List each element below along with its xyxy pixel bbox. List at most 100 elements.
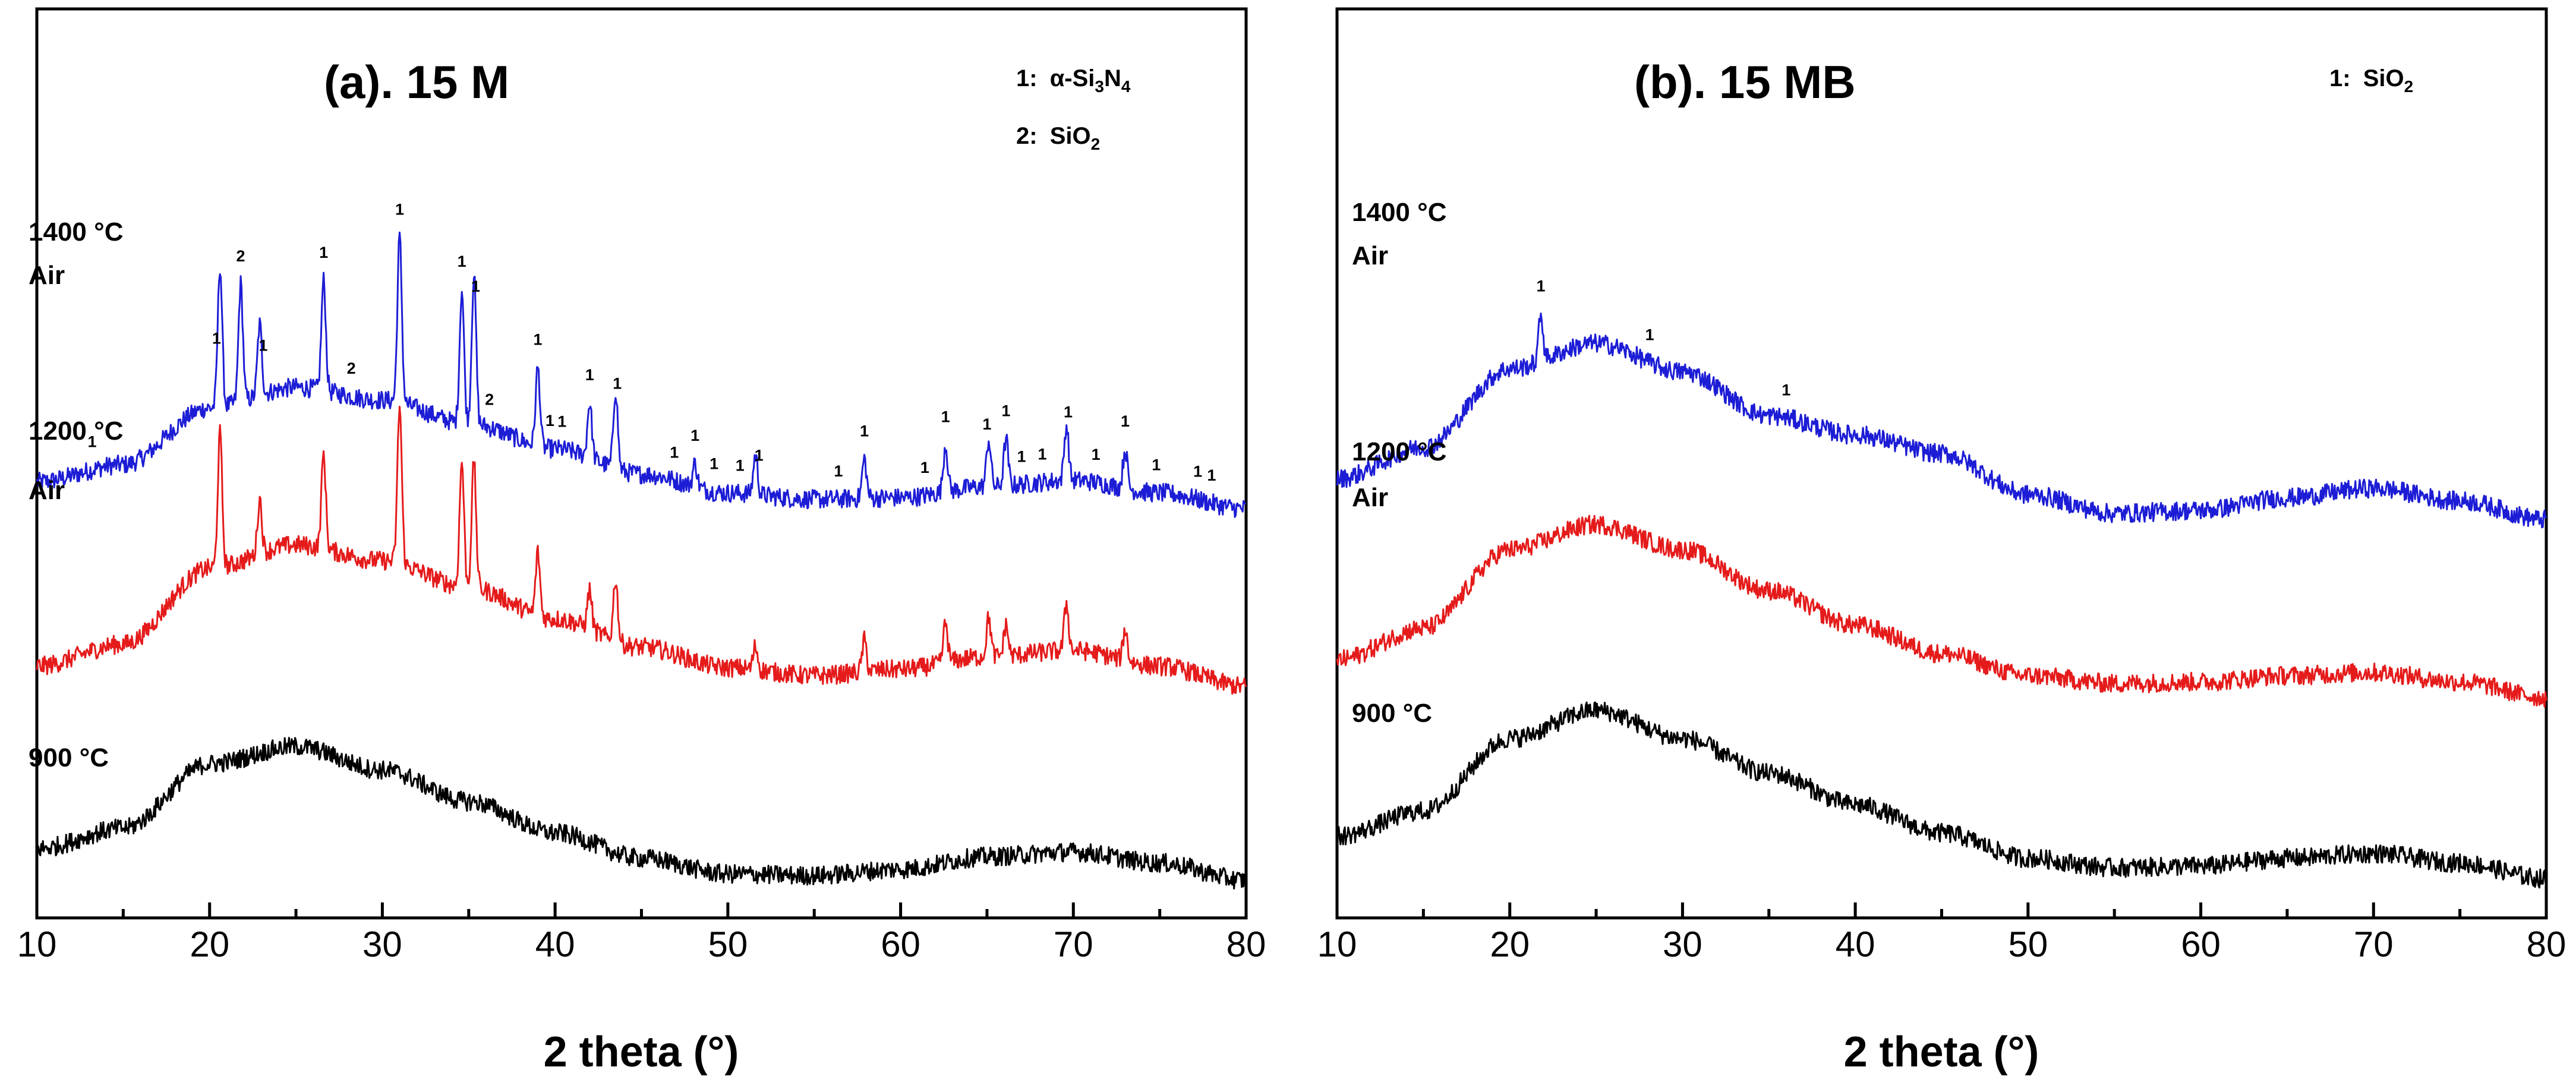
peak-index-label: 1: [1092, 446, 1101, 463]
peak-index-label: 1: [1193, 463, 1202, 481]
legend-a-entry-2-number: 2:: [1016, 123, 1038, 149]
peak-index-label: 1: [710, 455, 718, 473]
peak-index-label: 2: [347, 359, 356, 377]
peak-index-label: 1: [212, 330, 221, 348]
peak-index-label: 1: [1064, 403, 1073, 421]
x-tick-label: 50: [708, 924, 748, 964]
panel-b-title: (b). 15 MB: [1634, 56, 1856, 108]
x-tick-label: 40: [535, 924, 575, 964]
peak-index-label: 1: [834, 462, 843, 480]
peak-index-label: 1: [546, 412, 554, 430]
peak-index-label: 1: [982, 415, 991, 433]
series-line-1200-c-air: [36, 405, 1247, 695]
curve-label-a-1200-line1: 1200 °C: [29, 416, 123, 446]
series-line-1400-c-air: [36, 231, 1247, 518]
legend-a: 1: α-Si3N4 2: SiO2: [1016, 65, 1131, 153]
peak-index-label: 1: [1645, 326, 1654, 343]
legend-b-entry-1-sub1: 2: [2404, 77, 2414, 96]
x-tick-label: 20: [190, 924, 229, 964]
legend-a-entry-1-mid: N: [1104, 65, 1121, 91]
peak-index-label: 1: [557, 412, 566, 430]
curve-label-b-900: 900 °C: [1352, 699, 1432, 728]
legend-a-entry-1-phase: α-Si: [1050, 65, 1095, 91]
peak-index-label: 1: [1001, 402, 1010, 419]
peak-index-label: 1: [1152, 456, 1161, 474]
x-axis-label-b: 2 theta (°): [1844, 1028, 2039, 1076]
peak-index-label: 1: [613, 375, 622, 393]
peak-index-label: 1: [670, 443, 679, 461]
x-tick-label: 80: [2527, 924, 2566, 964]
peak-index-label: 1: [920, 459, 929, 476]
peak-index-label: 1: [534, 331, 543, 349]
peak-index-label: 1: [319, 244, 328, 261]
peak-index-label: 1: [1038, 446, 1046, 463]
curve-label-a-1400-line2: Air: [29, 261, 65, 290]
peak-index-label: 1: [1207, 466, 1216, 484]
peak-labels-b: 1 1 1: [1537, 277, 1791, 399]
curve-label-b-1400-line2: Air: [1352, 241, 1388, 270]
curve-label-a-900: 900 °C: [29, 743, 109, 772]
curve-label-a-1400-line1: 1400 °C: [29, 217, 123, 247]
peak-index-label: 1: [585, 366, 594, 384]
peak-index-label: 1: [1537, 277, 1546, 295]
peak-index-label: 1: [1782, 381, 1790, 399]
curve-label-a-1200-line2: Air: [29, 476, 65, 505]
peak-index-label: 1: [690, 427, 699, 444]
peak-index-label: 1: [258, 337, 267, 355]
x-tick-label: 70: [1054, 924, 1093, 964]
peak-index-label: 2: [237, 247, 245, 265]
legend-b: 1: SiO2: [2329, 65, 2413, 96]
peak-index-label: 1: [736, 456, 745, 474]
legend-b-entry-1: 1: SiO2: [2329, 65, 2413, 96]
legend-b-entry-1-number: 1:: [2329, 65, 2351, 91]
curve-label-b-1200-line1: 1200 °C: [1352, 437, 1446, 466]
curves-a: [36, 231, 1247, 890]
x-tick-label: 50: [2008, 924, 2048, 964]
legend-a-entry-1-sub1: 3: [1095, 77, 1104, 96]
legend-a-entry-1-number: 1:: [1016, 65, 1038, 91]
panel-b: 1 1 1 10 20 30 40 50 60 70 80 (b). 15 MB 1: SiO 2 …: [1317, 7, 2566, 1076]
x-tick-label: 60: [2181, 924, 2221, 964]
x-axis-label-a: 2 theta (°): [544, 1028, 739, 1076]
legend-a-entry-2-phase: SiO: [1050, 123, 1091, 149]
x-tick-label: 70: [2354, 924, 2394, 964]
peak-index-label: 1: [755, 447, 764, 465]
peak-index-label: 1: [860, 422, 869, 440]
x-tick-label: 30: [362, 924, 402, 964]
peak-index-label: 1: [1121, 412, 1130, 430]
legend-a-entry-1-sub2: 4: [1121, 77, 1131, 96]
series-line-900-c: [36, 737, 1247, 890]
curve-label-b-1200-line2: Air: [1352, 483, 1388, 512]
peak-index-label: 1: [88, 433, 97, 451]
series-line-1400-c-air: [1336, 313, 2547, 529]
peak-index-label: 1: [471, 277, 480, 295]
peak-index-label: 1: [1017, 448, 1026, 466]
series-line-1200-c-air: [1336, 514, 2547, 708]
legend-a-entry-2: 2: SiO2: [1016, 123, 1100, 153]
x-tick-label: 60: [881, 924, 920, 964]
legend-a-entry-1: 1: α-Si3N4: [1016, 65, 1131, 96]
x-tick-label: 40: [1836, 924, 1875, 964]
curves-b: [1336, 313, 2547, 889]
x-tick-label: 80: [1226, 924, 1266, 964]
legend-b-entry-1-phase: SiO: [2363, 65, 2404, 91]
series-line-900-c: [1336, 701, 2547, 889]
legend-a-entry-2-sub1: 2: [1091, 135, 1101, 153]
panel-a-title: (a). 15 M: [324, 56, 509, 108]
curve-labels-b: 1400 °C Air 1200 °C Air 900 °C: [1352, 198, 1446, 728]
peak-index-label: 1: [458, 252, 466, 270]
curve-labels-a: 1400 °C Air 1200 °C Air 900 °C: [29, 217, 123, 772]
peak-index-label: 2: [485, 390, 494, 408]
x-tick-label: 10: [1317, 924, 1357, 964]
x-tick-label: 20: [1490, 924, 1530, 964]
peak-index-label: 1: [941, 408, 950, 425]
x-axis-a: 10 20 30 40 50 60 70 80: [17, 902, 1266, 964]
x-axis-b: 10 20 30 40 50 60 70 80: [1317, 902, 2566, 964]
x-tick-label: 10: [17, 924, 57, 964]
peak-index-label: 1: [395, 200, 404, 218]
curve-label-b-1400-line1: 1400 °C: [1352, 198, 1446, 227]
